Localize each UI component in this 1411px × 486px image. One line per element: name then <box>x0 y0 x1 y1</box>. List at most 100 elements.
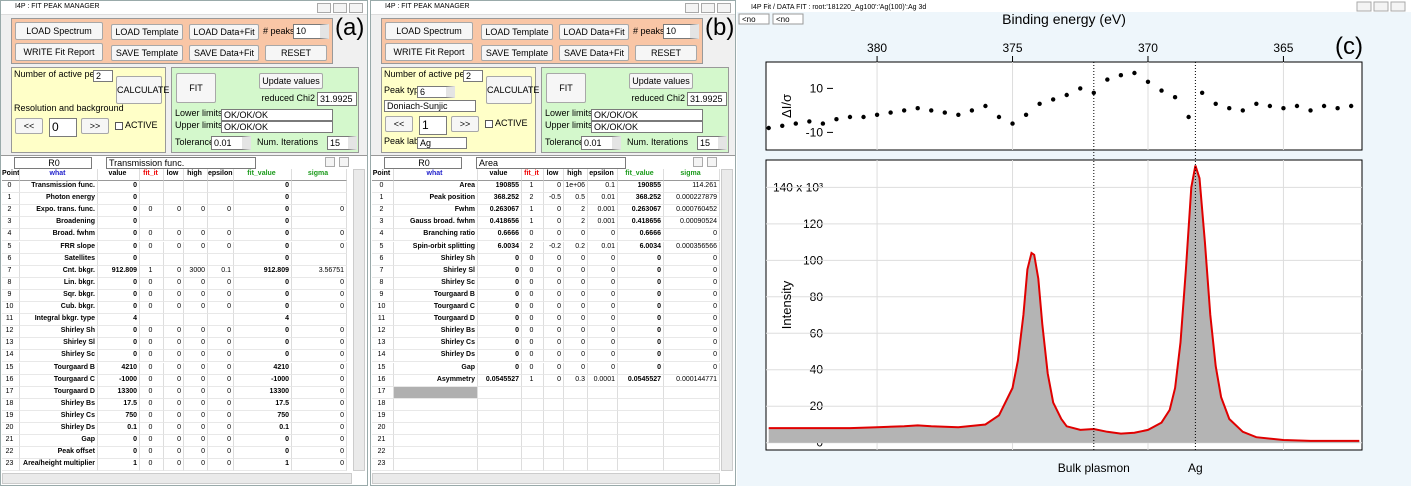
table-cell[interactable]: 0.01 <box>588 193 618 206</box>
table-cell[interactable]: 0 <box>234 447 292 460</box>
table-cell[interactable]: 0 <box>618 265 664 278</box>
table-cell[interactable] <box>564 435 588 448</box>
window-control[interactable] <box>1373 1 1389 12</box>
table-cell[interactable]: 750 <box>234 410 292 423</box>
table-cell[interactable] <box>394 410 478 423</box>
write-report-button[interactable]: WRITE Fit Report <box>15 43 103 61</box>
horizontal-scrollbar[interactable] <box>372 473 720 484</box>
table-cell[interactable] <box>564 398 588 411</box>
table-cell[interactable]: 0 <box>664 229 720 242</box>
table-cell[interactable]: 0 <box>234 217 292 230</box>
table-cell[interactable] <box>588 447 618 460</box>
window-control[interactable] <box>317 3 331 13</box>
update-button[interactable]: Update values <box>259 73 323 89</box>
table-cell[interactable] <box>140 193 164 206</box>
table-cell[interactable]: Lin. bkgr. <box>20 277 98 290</box>
table-cell[interactable]: 0 <box>618 277 664 290</box>
table-cell[interactable]: 0 <box>564 277 588 290</box>
table-cell[interactable]: 0 <box>98 435 140 448</box>
table-cell[interactable]: 0 <box>208 362 234 375</box>
table-cell[interactable]: 2 <box>522 241 544 254</box>
table-cell[interactable] <box>394 398 478 411</box>
table-cell[interactable]: 0 <box>184 362 208 375</box>
table-cell[interactable] <box>140 181 164 193</box>
table-cell[interactable] <box>478 410 522 423</box>
index-field[interactable]: 1 <box>419 116 447 135</box>
table-cell[interactable]: 0.5 <box>564 193 588 206</box>
window-control[interactable] <box>349 3 363 13</box>
update-button[interactable]: Update values <box>629 73 693 89</box>
table-cell[interactable]: Cub. bkgr. <box>20 302 98 314</box>
peak-type-field[interactable]: 6 <box>417 86 455 98</box>
table-cell[interactable]: 0 <box>140 386 164 399</box>
table-cell[interactable]: 0 <box>522 314 544 327</box>
table-cell[interactable]: 912.809 <box>234 265 292 278</box>
table-cell[interactable]: 0.000227879 <box>664 193 720 206</box>
table-cell[interactable]: 0 <box>184 398 208 411</box>
table-cell[interactable]: 0 <box>618 326 664 339</box>
chi2-field[interactable]: 31.9925 <box>317 92 357 106</box>
table-cell[interactable]: Shirley Cs <box>20 410 98 423</box>
table-cell[interactable]: 4210 <box>98 362 140 375</box>
table-cell[interactable]: 0 <box>98 289 140 302</box>
table-cell[interactable]: 0 <box>98 193 140 206</box>
table-cell[interactable]: 0 <box>140 398 164 411</box>
table-cell[interactable]: 0 <box>292 398 347 411</box>
table-cell[interactable]: 750 <box>98 410 140 423</box>
table-cell[interactable]: 0 <box>522 289 544 302</box>
load-data-fit-button[interactable]: LOAD Data+Fit <box>559 24 629 40</box>
fit-button[interactable]: FIT <box>546 73 586 103</box>
table-cell[interactable]: 0 <box>664 302 720 314</box>
window-control[interactable] <box>701 3 715 13</box>
table-cell[interactable] <box>208 193 234 206</box>
table-cell[interactable]: 0.263067 <box>618 205 664 218</box>
table-cell[interactable]: 0 <box>478 265 522 278</box>
table-cell[interactable] <box>618 410 664 423</box>
table-cell[interactable]: 0 <box>544 181 564 193</box>
table-cell[interactable]: 0 <box>164 350 184 363</box>
table-cell[interactable]: 0 <box>184 241 208 254</box>
table-cell[interactable]: 0 <box>140 205 164 218</box>
table-cell[interactable]: 0 <box>208 459 234 472</box>
table-cell[interactable]: 0 <box>544 302 564 314</box>
table-cell[interactable] <box>618 435 664 448</box>
table-cell[interactable] <box>164 314 184 327</box>
table-cell[interactable]: 2 <box>522 193 544 206</box>
table-cell[interactable]: 0 <box>208 229 234 242</box>
table-cell[interactable]: Peak offset <box>20 447 98 460</box>
table-cell[interactable] <box>164 181 184 193</box>
table-cell[interactable]: Shirley Sh <box>394 253 478 266</box>
table-cell[interactable]: 0 <box>478 362 522 375</box>
table-cell[interactable]: 0 <box>234 302 292 314</box>
table-cell[interactable]: 0 <box>478 289 522 302</box>
table-cell[interactable]: 0 <box>292 241 347 254</box>
table-cell[interactable]: 0 <box>478 350 522 363</box>
iterations-field[interactable]: 15 <box>327 136 357 150</box>
table-cell[interactable]: Tourgaard C <box>20 374 98 387</box>
table-cell[interactable]: 0 <box>164 374 184 387</box>
table-cell[interactable] <box>664 398 720 411</box>
table-cell[interactable]: 0 <box>564 362 588 375</box>
table-cell[interactable]: 0 <box>234 193 292 206</box>
table-cell[interactable]: 0 <box>564 314 588 327</box>
calculate-button[interactable]: CALCULATE <box>116 76 169 104</box>
table-cell[interactable]: 0.418656 <box>618 217 664 230</box>
table-cell[interactable]: -0.5 <box>544 193 564 206</box>
tolerance-field[interactable]: 0.01 <box>581 136 621 150</box>
table-cell[interactable]: 1 <box>522 181 544 193</box>
table-cell[interactable]: 0 <box>292 229 347 242</box>
table-cell[interactable]: 0 <box>588 289 618 302</box>
table-cell[interactable]: 0 <box>618 302 664 314</box>
table-cell[interactable]: Shirley Bs <box>394 326 478 339</box>
table-cell[interactable] <box>522 386 544 399</box>
table-cell[interactable] <box>618 423 664 435</box>
table-cell[interactable]: 0 <box>184 229 208 242</box>
table-cell[interactable]: 0 <box>164 398 184 411</box>
table-cell[interactable]: 0 <box>564 289 588 302</box>
table-cell[interactable] <box>544 447 564 460</box>
table-cell[interactable]: 368.252 <box>478 193 522 206</box>
chi2-field[interactable]: 31.9925 <box>687 92 727 106</box>
peaks-field[interactable]: 10 <box>663 24 699 39</box>
table-cell[interactable]: 0 <box>664 326 720 339</box>
table-cell[interactable]: 3.56751 <box>292 265 347 278</box>
